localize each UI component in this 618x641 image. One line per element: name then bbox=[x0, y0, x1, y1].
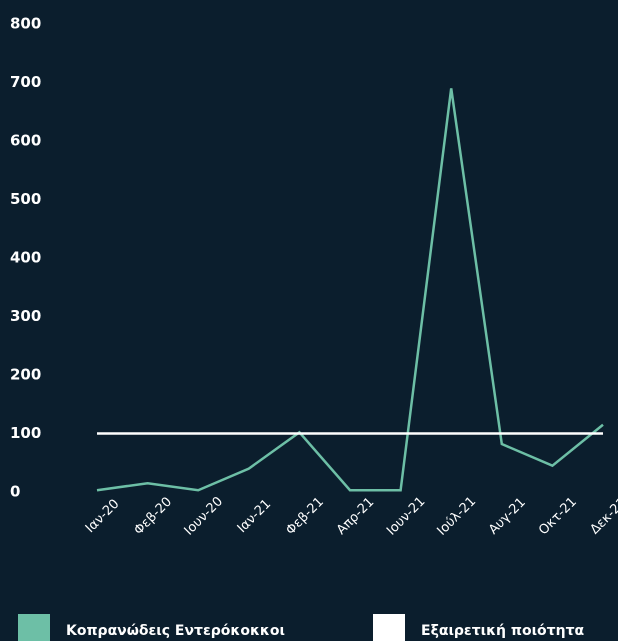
y-tick-label: 400 bbox=[10, 249, 41, 267]
legend-label: Εξαιρετική ποιότητα bbox=[421, 623, 585, 639]
x-tick-label: Ιαν-21 bbox=[235, 497, 275, 537]
y-tick-label: 100 bbox=[10, 424, 41, 442]
y-tick-label: 300 bbox=[10, 307, 41, 325]
legend-label: Κοπρανώδεις Εντερόκοκκοι bbox=[66, 623, 285, 639]
y-tick-label: 500 bbox=[10, 190, 41, 208]
x-tick-label: Δεκ-21 bbox=[588, 495, 618, 537]
series-line bbox=[96, 88, 604, 492]
x-tick-label: Ιουν-21 bbox=[384, 494, 428, 538]
x-tick-label: Απρ-21 bbox=[334, 495, 377, 538]
x-tick-label: Αυγ-21 bbox=[486, 495, 529, 538]
x-tick-label: Ιαν-20 bbox=[83, 497, 123, 537]
x-tick-label: Οκτ-21 bbox=[536, 494, 580, 538]
x-tick-label: Ιούλ-21 bbox=[434, 494, 479, 539]
y-tick-label: 700 bbox=[10, 73, 41, 91]
y-tick-label: 800 bbox=[10, 15, 41, 33]
x-tick-label: Φεβ-20 bbox=[131, 494, 175, 538]
x-tick-label: Ιουν-20 bbox=[182, 494, 226, 538]
y-tick-label: 600 bbox=[10, 132, 41, 150]
x-tick-label: Φεβ-21 bbox=[283, 494, 327, 538]
y-tick-label: 200 bbox=[10, 366, 41, 384]
y-tick-label: 0 bbox=[10, 483, 20, 501]
legend-swatch bbox=[373, 614, 405, 641]
legend-swatch bbox=[18, 614, 50, 641]
